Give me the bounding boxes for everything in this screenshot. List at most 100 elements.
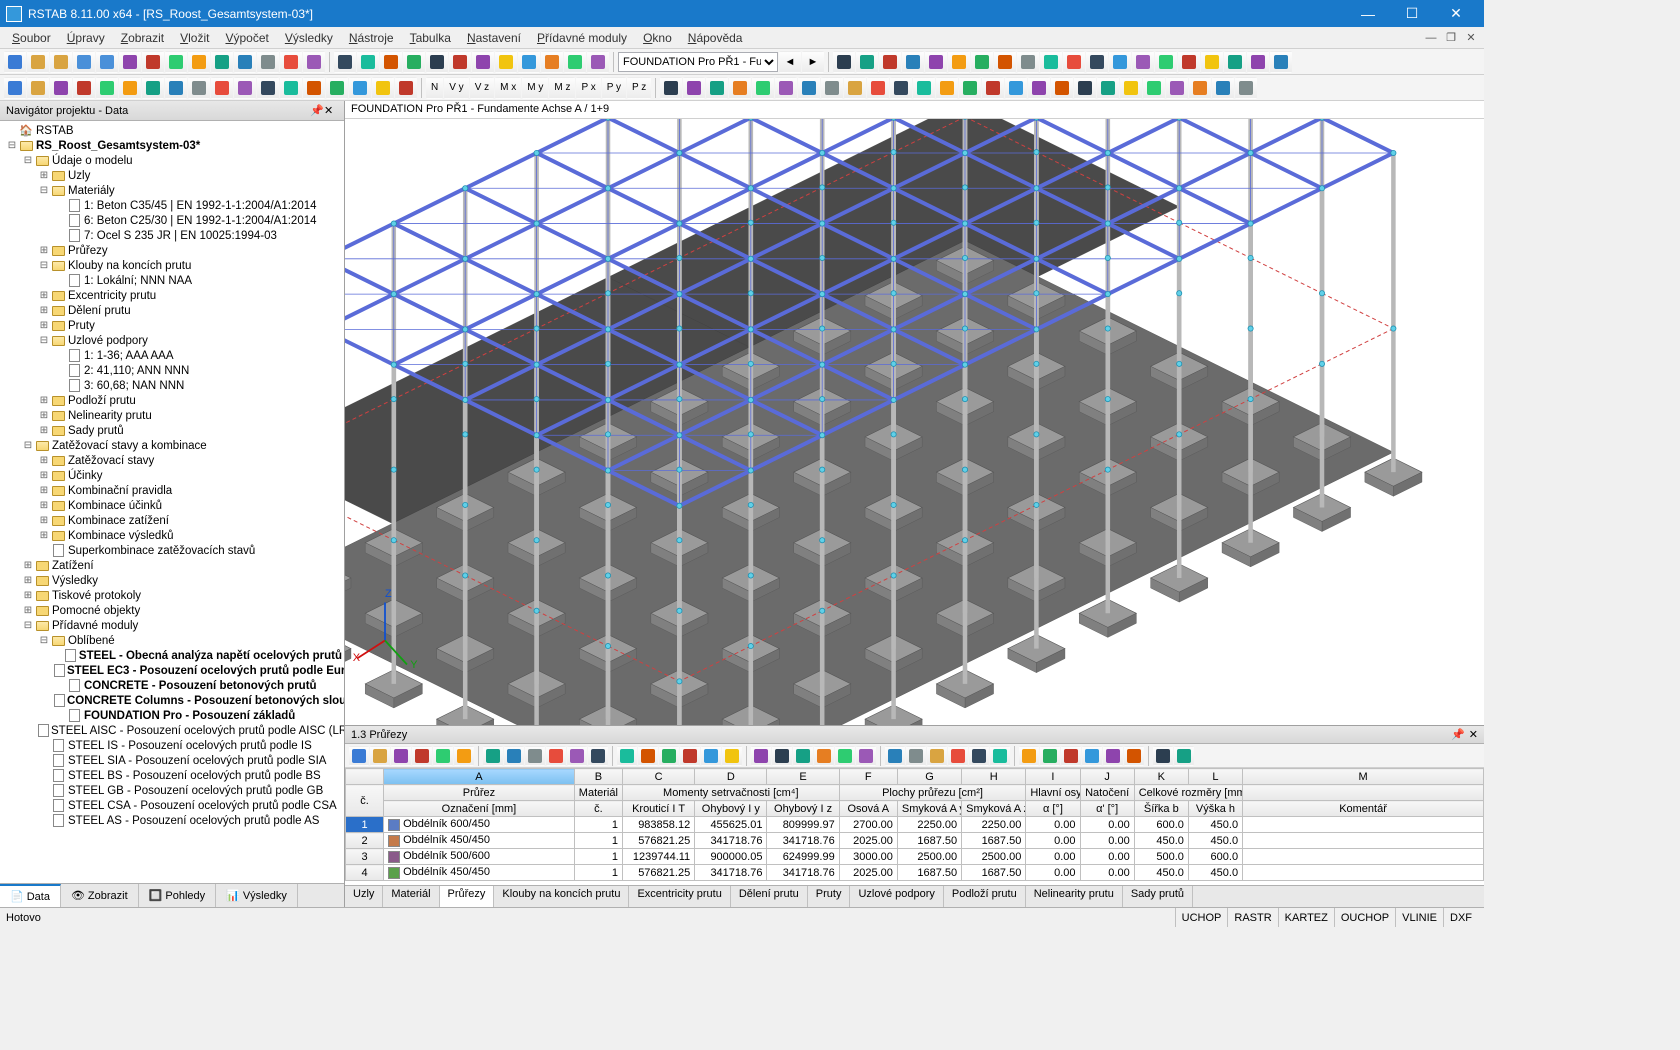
tree-node[interactable]: Superkombinace zatěžovacích stavů (2, 543, 342, 558)
tb1b-btn-15[interactable] (1178, 51, 1200, 73)
table-tab[interactable]: Dělení prutu (731, 886, 808, 907)
close-button[interactable]: ✕ (1434, 0, 1478, 27)
tb2-btn-4[interactable] (96, 77, 118, 99)
tree-node[interactable]: ⊞Podloží prutu (2, 393, 342, 408)
table-tab[interactable]: Průřezy (440, 886, 495, 907)
tree-node[interactable]: STEEL BS - Posouzení ocelových prutů pod… (2, 768, 342, 783)
tp-tb-7[interactable] (504, 746, 524, 766)
status-cell-dxf[interactable]: DXF (1443, 908, 1478, 927)
tree-node[interactable]: STEEL AS - Posouzení ocelových prutů pod… (2, 813, 342, 828)
tb1b-btn-18[interactable] (1247, 51, 1269, 73)
table-tab[interactable]: Pruty (808, 886, 851, 907)
tb1-btn-23[interactable] (541, 51, 563, 73)
tree-node[interactable]: STEEL CSA - Posouzení ocelových prutů po… (2, 798, 342, 813)
menu-nápověda[interactable]: Nápověda (680, 29, 751, 47)
tb1-btn-13[interactable] (303, 51, 325, 73)
tp-tb-17[interactable] (722, 746, 742, 766)
tree-node[interactable]: ⊟Údaje o modelu (2, 153, 342, 168)
tb1-btn-17[interactable] (403, 51, 425, 73)
tb1b-btn-4[interactable] (925, 51, 947, 73)
tb2-btn-42[interactable] (1212, 77, 1234, 99)
tb2-btn-38[interactable] (1120, 77, 1142, 99)
tb1-btn-16[interactable] (380, 51, 402, 73)
tb1b-btn-5[interactable] (948, 51, 970, 73)
tree-node[interactable]: 7: Ocel S 235 JR | EN 10025:1994-03 (2, 228, 342, 243)
tb2-btn-43[interactable] (1235, 77, 1257, 99)
tb2-btn-28[interactable] (890, 77, 912, 99)
table-tab[interactable]: Uzlové podpory (850, 886, 943, 907)
tree-node[interactable]: 3: 60,68; NAN NNN (2, 378, 342, 393)
status-cell-rastr[interactable]: RASTR (1227, 908, 1277, 927)
navigator-pin-icon[interactable]: 📌 (310, 104, 324, 117)
tp-tb-14[interactable] (659, 746, 679, 766)
tb1b-btn-3[interactable] (902, 51, 924, 73)
tb1-btn-21[interactable] (495, 51, 517, 73)
tb1b-btn-17[interactable] (1224, 51, 1246, 73)
tree-node[interactable]: ⊞Kombinace zatížení (2, 513, 342, 528)
tb2-btn-9[interactable] (211, 77, 233, 99)
tp-tb-9[interactable] (546, 746, 566, 766)
tb1-btn-25[interactable] (587, 51, 609, 73)
tp-tb-0[interactable] (349, 746, 369, 766)
tp-tb-5[interactable] (454, 746, 474, 766)
tb1b-btn-0[interactable] (833, 51, 855, 73)
tb1-btn-6[interactable] (142, 51, 164, 73)
menu-zobrazit[interactable]: Zobrazit (113, 29, 172, 47)
status-cell-ouchop[interactable]: OUCHOP (1334, 908, 1395, 927)
menu-soubor[interactable]: Soubor (4, 29, 59, 47)
tp-tb-12[interactable] (617, 746, 637, 766)
tb1b-btn-9[interactable] (1040, 51, 1062, 73)
tree-node[interactable]: ⊟Materiály (2, 183, 342, 198)
menu-výpočet[interactable]: Výpočet (217, 29, 276, 47)
tb2-btn-30[interactable] (936, 77, 958, 99)
tb1-btn-20[interactable] (472, 51, 494, 73)
tree-node[interactable]: ⊞Pomocné objekty (2, 603, 342, 618)
tree-node[interactable]: ⊞Průřezy (2, 243, 342, 258)
tb1-btn-5[interactable] (119, 51, 141, 73)
tp-tb-11[interactable] (588, 746, 608, 766)
menu-okno[interactable]: Okno (635, 29, 680, 47)
table-grid[interactable]: ABCDEFGHIJKLMč.PrůřezMateriálMomenty set… (345, 768, 1484, 885)
tree-node[interactable]: 1: Beton C35/45 | EN 1992-1-1:2004/A1:20… (2, 198, 342, 213)
tp-tb-29[interactable] (990, 746, 1010, 766)
tb2-force-P x[interactable]: P x (576, 77, 600, 99)
tree-node[interactable]: STEEL GB - Posouzení ocelových prutů pod… (2, 783, 342, 798)
tb2-btn-27[interactable] (867, 77, 889, 99)
tb2-force-M y[interactable]: M y (522, 77, 548, 99)
table-row[interactable]: 2Obdélník 450/4501576821.25341718.763417… (346, 833, 1484, 849)
tb2-force-V y[interactable]: V y (444, 77, 468, 99)
combo-nav-0[interactable]: ◄ (779, 51, 801, 73)
tb1b-btn-13[interactable] (1132, 51, 1154, 73)
tp-tb-19[interactable] (772, 746, 792, 766)
tb2-btn-26[interactable] (844, 77, 866, 99)
tp-tb-36[interactable] (1153, 746, 1173, 766)
tp-tb-30[interactable] (1019, 746, 1039, 766)
tb1-btn-18[interactable] (426, 51, 448, 73)
tb2-btn-16[interactable] (372, 77, 394, 99)
menu-tabulka[interactable]: Tabulka (402, 29, 459, 47)
tb2-btn-7[interactable] (165, 77, 187, 99)
tb2-btn-8[interactable] (188, 77, 210, 99)
table-tab[interactable]: Uzly (345, 886, 383, 907)
tb2-btn-14[interactable] (326, 77, 348, 99)
tb1-btn-7[interactable] (165, 51, 187, 73)
tp-tb-2[interactable] (391, 746, 411, 766)
tree-node[interactable]: ⊞Kombinace výsledků (2, 528, 342, 543)
tree-node[interactable]: CONCRETE - Posouzení betonových prutů (2, 678, 342, 693)
tp-tb-15[interactable] (680, 746, 700, 766)
tree-node[interactable]: CONCRETE Columns - Posouzení betonových … (2, 693, 342, 708)
tb1b-btn-8[interactable] (1017, 51, 1039, 73)
menu-vložit[interactable]: Vložit (172, 29, 217, 47)
tp-tb-37[interactable] (1174, 746, 1194, 766)
tb2-btn-10[interactable] (234, 77, 256, 99)
menu-přídavné moduly[interactable]: Přídavné moduly (529, 29, 635, 47)
tb2-btn-15[interactable] (349, 77, 371, 99)
menu-výsledky[interactable]: Výsledky (277, 29, 341, 47)
table-close-icon[interactable]: ✕ (1469, 728, 1478, 741)
tb1-btn-8[interactable] (188, 51, 210, 73)
tree-node[interactable]: ⊟Přídavné moduly (2, 618, 342, 633)
menu-nástroje[interactable]: Nástroje (341, 29, 402, 47)
tb2-force-M z[interactable]: M z (549, 77, 575, 99)
menu-nastavení[interactable]: Nastavení (459, 29, 529, 47)
tb2-btn-5[interactable] (119, 77, 141, 99)
